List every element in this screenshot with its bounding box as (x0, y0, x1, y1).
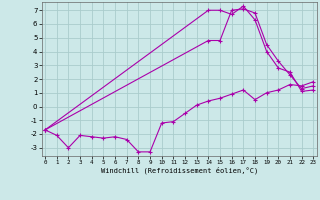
X-axis label: Windchill (Refroidissement éolien,°C): Windchill (Refroidissement éolien,°C) (100, 167, 258, 174)
